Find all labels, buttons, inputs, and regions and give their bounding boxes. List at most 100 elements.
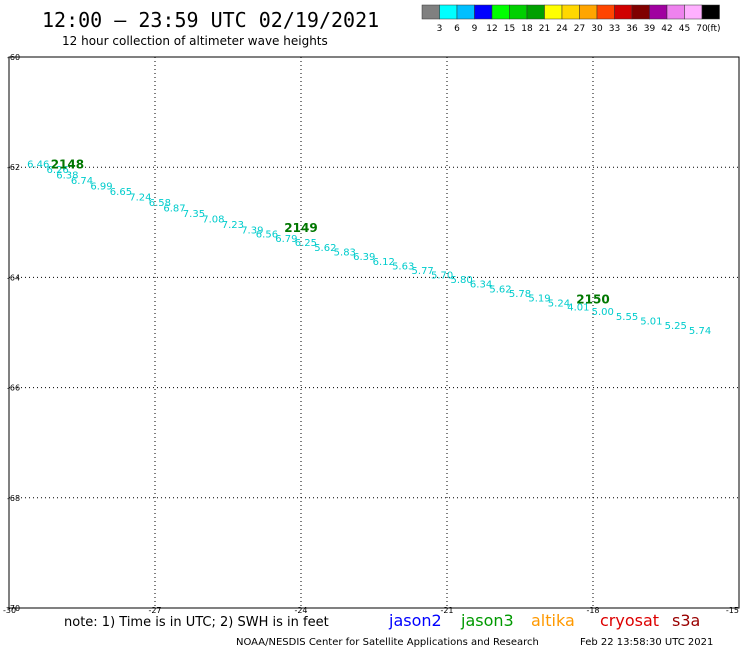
legend-altika: altika [531,611,575,630]
data-point-label: 6.39 [353,252,375,263]
data-point-label: 6.74 [71,176,93,187]
colorbar-swatch [456,4,475,20]
data-point-label: 5.01 [640,316,662,327]
data-point-label: 5.83 [334,248,356,259]
legend-jason3: jason3 [460,611,514,630]
chart-title: 12:00 – 23:59 UTC 02/19/2021 [42,8,379,32]
data-point-label: 5.77 [412,266,434,277]
colorbar-swatch [684,4,703,20]
colorbar-swatch [596,4,615,20]
colorbar-label: 27 [574,24,585,34]
data-points: 6.466.266.386.746.996.657.246.586.877.35… [27,159,711,336]
colorbar-label: 39 [644,24,656,34]
colorbar-label: 18 [521,24,533,34]
y-tick-label: -70 [7,604,20,613]
colorbar-swatch [491,4,510,20]
units-note: note: 1) Time is in UTC; 2) SWH is in fe… [64,615,329,630]
colorbar-label: 36 [626,24,638,34]
cycle-label: 2149 [284,221,317,235]
colorbar-label: 33 [609,24,620,34]
data-point-label: 5.19 [528,293,550,304]
cycle-annotations: 2148 2149 2150 [51,157,610,306]
colorbar-label: 6 [454,24,460,34]
footer-credit: NOAA/NESDIS Center for Satellite Applica… [236,637,539,648]
axis-tick-labels: -30 -27 -24 -21 -18 -15 -60 -62 -64 -66 -68 -70 [3,53,739,615]
x-tick-label: -21 [440,606,453,615]
plot-frame [8,56,740,609]
data-point-label: 6.46 [27,159,49,170]
colorbar-swatch [614,4,633,20]
data-point-label: 6.79 [275,234,297,245]
y-tick-label: -66 [7,384,20,393]
legend-s3a: s3a [672,611,700,630]
cycle-label: 2150 [576,292,609,306]
data-point-label: 5.80 [450,275,472,286]
colorbar-label: 24 [556,24,568,34]
colorbar-label: 70 [696,24,708,34]
x-tick-label: -24 [294,606,307,615]
colorbar-label: 42 [661,24,672,34]
data-point-label: 7.23 [222,220,244,231]
data-point-label: 5.62 [489,285,511,296]
colorbar-swatch [649,4,668,20]
footer-timestamp: Feb 22 13:58:30 UTC 2021 [580,637,713,648]
data-point-label: 5.62 [314,243,336,254]
colorbar-swatch [666,4,685,20]
colorbar-label: 9 [472,24,478,34]
data-point-label: 5.24 [548,298,570,309]
colorbar-swatch [561,4,580,20]
colorbar-swatch [579,4,598,20]
colorbar-swatch [439,4,458,20]
data-point-label: 7.39 [241,226,263,237]
colorbar-swatch [421,4,440,20]
grid-lines [9,57,739,608]
x-tick-label: -30 [3,606,16,615]
y-tick-label: -60 [7,53,20,62]
y-tick-label: -64 [7,273,20,282]
cycle-label: 2148 [51,157,84,171]
chart-subtitle: 12 hour collection of altimeter wave hei… [62,34,328,48]
data-point-label: 5.00 [592,307,614,318]
data-point-label: 6.56 [256,229,278,240]
colorbar-label: 15 [504,24,515,34]
data-point-label: 6.65 [110,187,132,198]
y-tick-label: -68 [7,494,20,503]
data-point-label: 6.25 [295,238,317,249]
colorbar-label: 45 [679,24,690,34]
satellite-legend: jason2 jason3 altika cryosat s3a [388,611,700,630]
colorbar-swatch [526,4,545,20]
x-tick-label: -15 [726,606,739,615]
colorbar-label: 30 [591,24,603,34]
x-tick-label: -18 [586,606,599,615]
colorbar-unit: (ft) [707,24,721,34]
colorbar-label: 12 [486,24,497,34]
colorbar-swatch [509,4,528,20]
y-tick-label: -62 [7,163,20,172]
data-point-label: 6.38 [56,170,78,181]
data-point-label: 6.34 [470,280,492,291]
data-point-label: 5.74 [689,326,711,337]
data-point-label: 5.78 [509,289,531,300]
data-point-label: 6.12 [373,257,395,268]
colorbar-swatch [631,4,650,20]
data-point-label: 4.01 [567,303,589,314]
colorbar-label: 3 [437,24,443,34]
colorbar-swatch [701,4,720,20]
legend-cryosat: cryosat [600,611,659,630]
data-point-label: 6.58 [149,198,171,209]
colorbar-label: 21 [539,24,550,34]
colorbar-legend: 3 6 9 12 15 18 21 24 27 30 33 36 39 42 45 70 (ft) [421,4,721,34]
data-point-label: 7.35 [183,209,205,220]
data-point-label: 5.63 [392,261,414,272]
legend-jason2: jason2 [388,611,442,630]
colorbar-swatch [474,4,493,20]
data-point-label: 5.70 [431,271,453,282]
colorbar-swatch [544,4,563,20]
data-point-label: 5.25 [665,321,687,332]
data-point-label: 5.55 [616,312,638,323]
x-tick-label: -27 [148,606,161,615]
data-point-label: 6.26 [47,165,69,176]
data-point-label: 6.99 [90,181,112,192]
data-point-label: 7.24 [129,193,151,204]
